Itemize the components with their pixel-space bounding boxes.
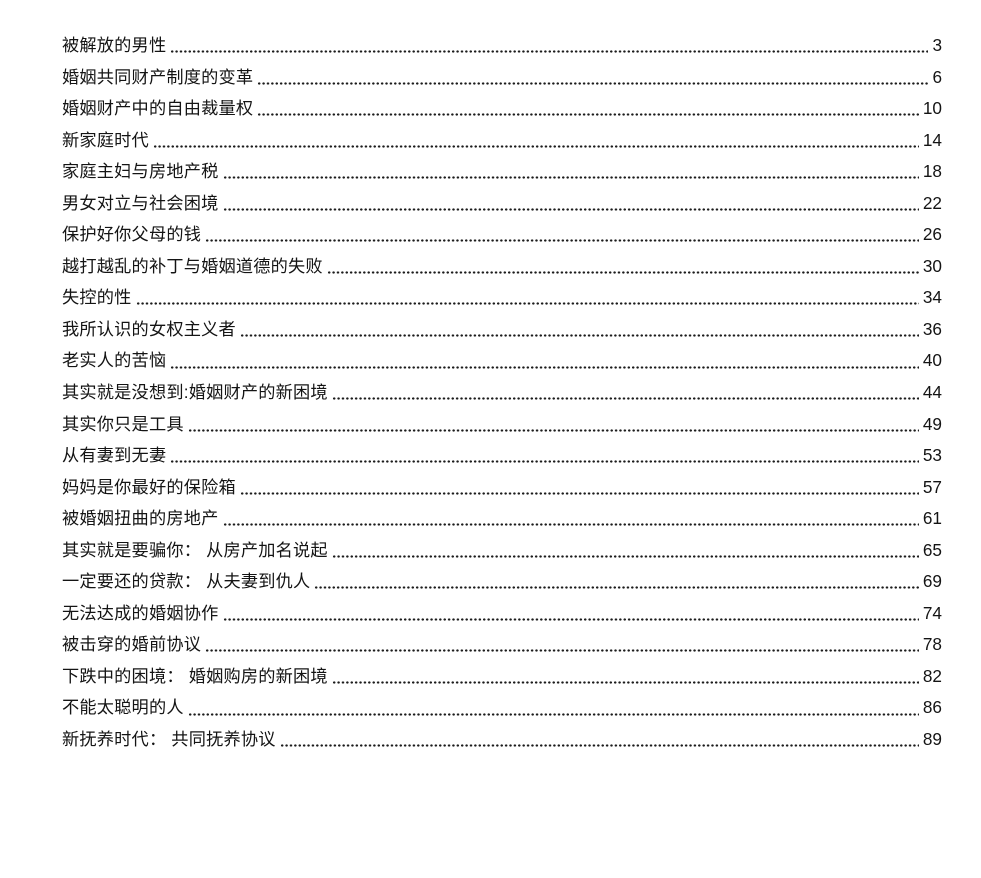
- toc-entry-page-number: 69: [922, 571, 942, 592]
- toc-entry-page-number: 74: [922, 602, 942, 623]
- toc-entry-page-number: 14: [922, 129, 942, 150]
- dot-leader: [253, 62, 932, 94]
- toc-entry[interactable]: 越打越乱的补丁与婚姻道德的失败 30: [62, 251, 942, 283]
- toc-entry[interactable]: 其实就是没想到:婚姻财产的新困境 44: [62, 377, 942, 409]
- toc-entry[interactable]: 被解放的男性 3: [62, 30, 942, 62]
- toc-list: 被解放的男性 3 婚姻共同财产制度的变革 6 婚姻财产中的自由裁量权 10 新家…: [62, 30, 942, 756]
- dot-leader: [236, 472, 923, 504]
- toc-entry[interactable]: 新抚养时代： 共同抚养协议 89: [62, 724, 942, 756]
- toc-entry-page-number: 6: [932, 66, 942, 87]
- toc-entry[interactable]: 我所认识的女权主义者 36: [62, 314, 942, 346]
- toc-entry-title: 被婚姻扭曲的房地产: [62, 508, 219, 529]
- toc-entry-page-number: 86: [922, 697, 942, 718]
- toc-entry[interactable]: 下跌中的困境： 婚姻购房的新困境 82: [62, 661, 942, 693]
- toc-entry-page-number: 34: [922, 287, 942, 308]
- toc-entry[interactable]: 从有妻到无妻 53: [62, 440, 942, 472]
- toc-entry[interactable]: 婚姻共同财产制度的变革 6: [62, 62, 942, 94]
- toc-entry[interactable]: 无法达成的婚姻协作 74: [62, 598, 942, 630]
- toc-entry-title: 从有妻到无妻: [62, 445, 167, 466]
- toc-entry-title: 婚姻财产中的自由裁量权: [62, 98, 254, 119]
- toc-entry-title: 一定要还的贷款： 从夫妻到仇人: [62, 571, 311, 592]
- dot-leader: [236, 314, 923, 346]
- toc-entry-title: 婚姻共同财产制度的变革: [62, 66, 254, 87]
- dot-leader: [323, 251, 923, 283]
- toc-entry-title: 老实人的苦恼: [62, 350, 167, 371]
- dot-leader: [184, 692, 923, 724]
- dot-leader: [219, 156, 923, 188]
- toc-entry-title: 新抚养时代： 共同抚养协议: [62, 729, 276, 750]
- toc-entry-page-number: 57: [922, 476, 942, 497]
- toc-entry-page-number: 30: [922, 255, 942, 276]
- dot-leader: [219, 188, 923, 220]
- dot-leader: [253, 93, 923, 125]
- dot-leader: [310, 566, 922, 598]
- toc-entry-title: 越打越乱的补丁与婚姻道德的失败: [62, 255, 323, 276]
- toc-entry[interactable]: 其实就是要骗你： 从房产加名说起 65: [62, 535, 942, 567]
- toc-entry-title: 妈妈是你最好的保险箱: [62, 476, 236, 497]
- toc-entry[interactable]: 失控的性 34: [62, 282, 942, 314]
- toc-entry-title: 我所认识的女权主义者: [62, 318, 236, 339]
- dot-leader: [166, 440, 923, 472]
- dot-leader: [201, 219, 923, 251]
- toc-entry-title: 其实就是要骗你： 从房产加名说起: [62, 539, 328, 560]
- toc-entry-title: 其实就是没想到:婚姻财产的新困境: [62, 382, 328, 403]
- toc-entry-title: 家庭主妇与房地产税: [62, 161, 219, 182]
- toc-entry-page-number: 10: [922, 98, 942, 119]
- toc-entry-page-number: 65: [922, 539, 942, 560]
- toc-entry-page-number: 61: [922, 508, 942, 529]
- toc-entry[interactable]: 不能太聪明的人 86: [62, 692, 942, 724]
- toc-entry-title: 男女对立与社会困境: [62, 192, 219, 213]
- toc-entry-page-number: 89: [922, 729, 942, 750]
- toc-entry[interactable]: 其实你只是工具 49: [62, 409, 942, 441]
- toc-entry-page-number: 44: [922, 382, 942, 403]
- toc-entry[interactable]: 家庭主妇与房地产税 18: [62, 156, 942, 188]
- toc-entry[interactable]: 被婚姻扭曲的房地产 61: [62, 503, 942, 535]
- toc-entry[interactable]: 老实人的苦恼 40: [62, 345, 942, 377]
- dot-leader: [166, 345, 923, 377]
- toc-entry-title: 被击穿的婚前协议: [62, 634, 202, 655]
- dot-leader: [132, 282, 923, 314]
- dot-leader: [328, 377, 923, 409]
- toc-entry-page-number: 82: [922, 665, 942, 686]
- toc-entry-page-number: 3: [932, 35, 942, 55]
- toc-entry-title: 保护好你父母的钱: [62, 224, 202, 245]
- toc-entry-page-number: 53: [922, 445, 942, 466]
- dot-leader: [201, 629, 923, 661]
- toc-entry-page-number: 22: [922, 192, 942, 213]
- toc-entry-title: 不能太聪明的人: [62, 697, 184, 718]
- toc-entry-title: 新家庭时代: [62, 129, 149, 150]
- toc-entry-title: 无法达成的婚姻协作: [62, 602, 219, 623]
- toc-entry-page-number: 18: [922, 161, 942, 182]
- dot-leader: [219, 503, 923, 535]
- dot-leader: [276, 724, 923, 756]
- toc-entry-title: 其实你只是工具: [62, 413, 184, 434]
- toc-entry-page-number: 26: [922, 224, 942, 245]
- toc-entry-title: 下跌中的困境： 婚姻购房的新困境: [62, 665, 328, 686]
- dot-leader: [184, 409, 923, 441]
- toc-entry[interactable]: 一定要还的贷款： 从夫妻到仇人 69: [62, 566, 942, 598]
- toc-entry-title: 失控的性: [62, 287, 132, 308]
- dot-leader: [149, 125, 923, 157]
- toc-entry-page-number: 78: [922, 634, 942, 655]
- dot-leader: [166, 30, 932, 62]
- toc-entry-title: 被解放的男性: [62, 35, 167, 55]
- toc-entry[interactable]: 被击穿的婚前协议 78: [62, 629, 942, 661]
- toc-entry-page-number: 49: [922, 413, 942, 434]
- toc-entry[interactable]: 婚姻财产中的自由裁量权 10: [62, 93, 942, 125]
- toc-entry-page-number: 36: [922, 318, 942, 339]
- toc-entry-page-number: 40: [922, 350, 942, 371]
- toc-entry[interactable]: 妈妈是你最好的保险箱 57: [62, 472, 942, 504]
- dot-leader: [328, 535, 923, 567]
- dot-leader: [219, 598, 923, 630]
- dot-leader: [328, 661, 923, 693]
- toc-entry[interactable]: 新家庭时代 14: [62, 125, 942, 157]
- toc-entry[interactable]: 男女对立与社会困境 22: [62, 188, 942, 220]
- toc-entry[interactable]: 保护好你父母的钱 26: [62, 219, 942, 251]
